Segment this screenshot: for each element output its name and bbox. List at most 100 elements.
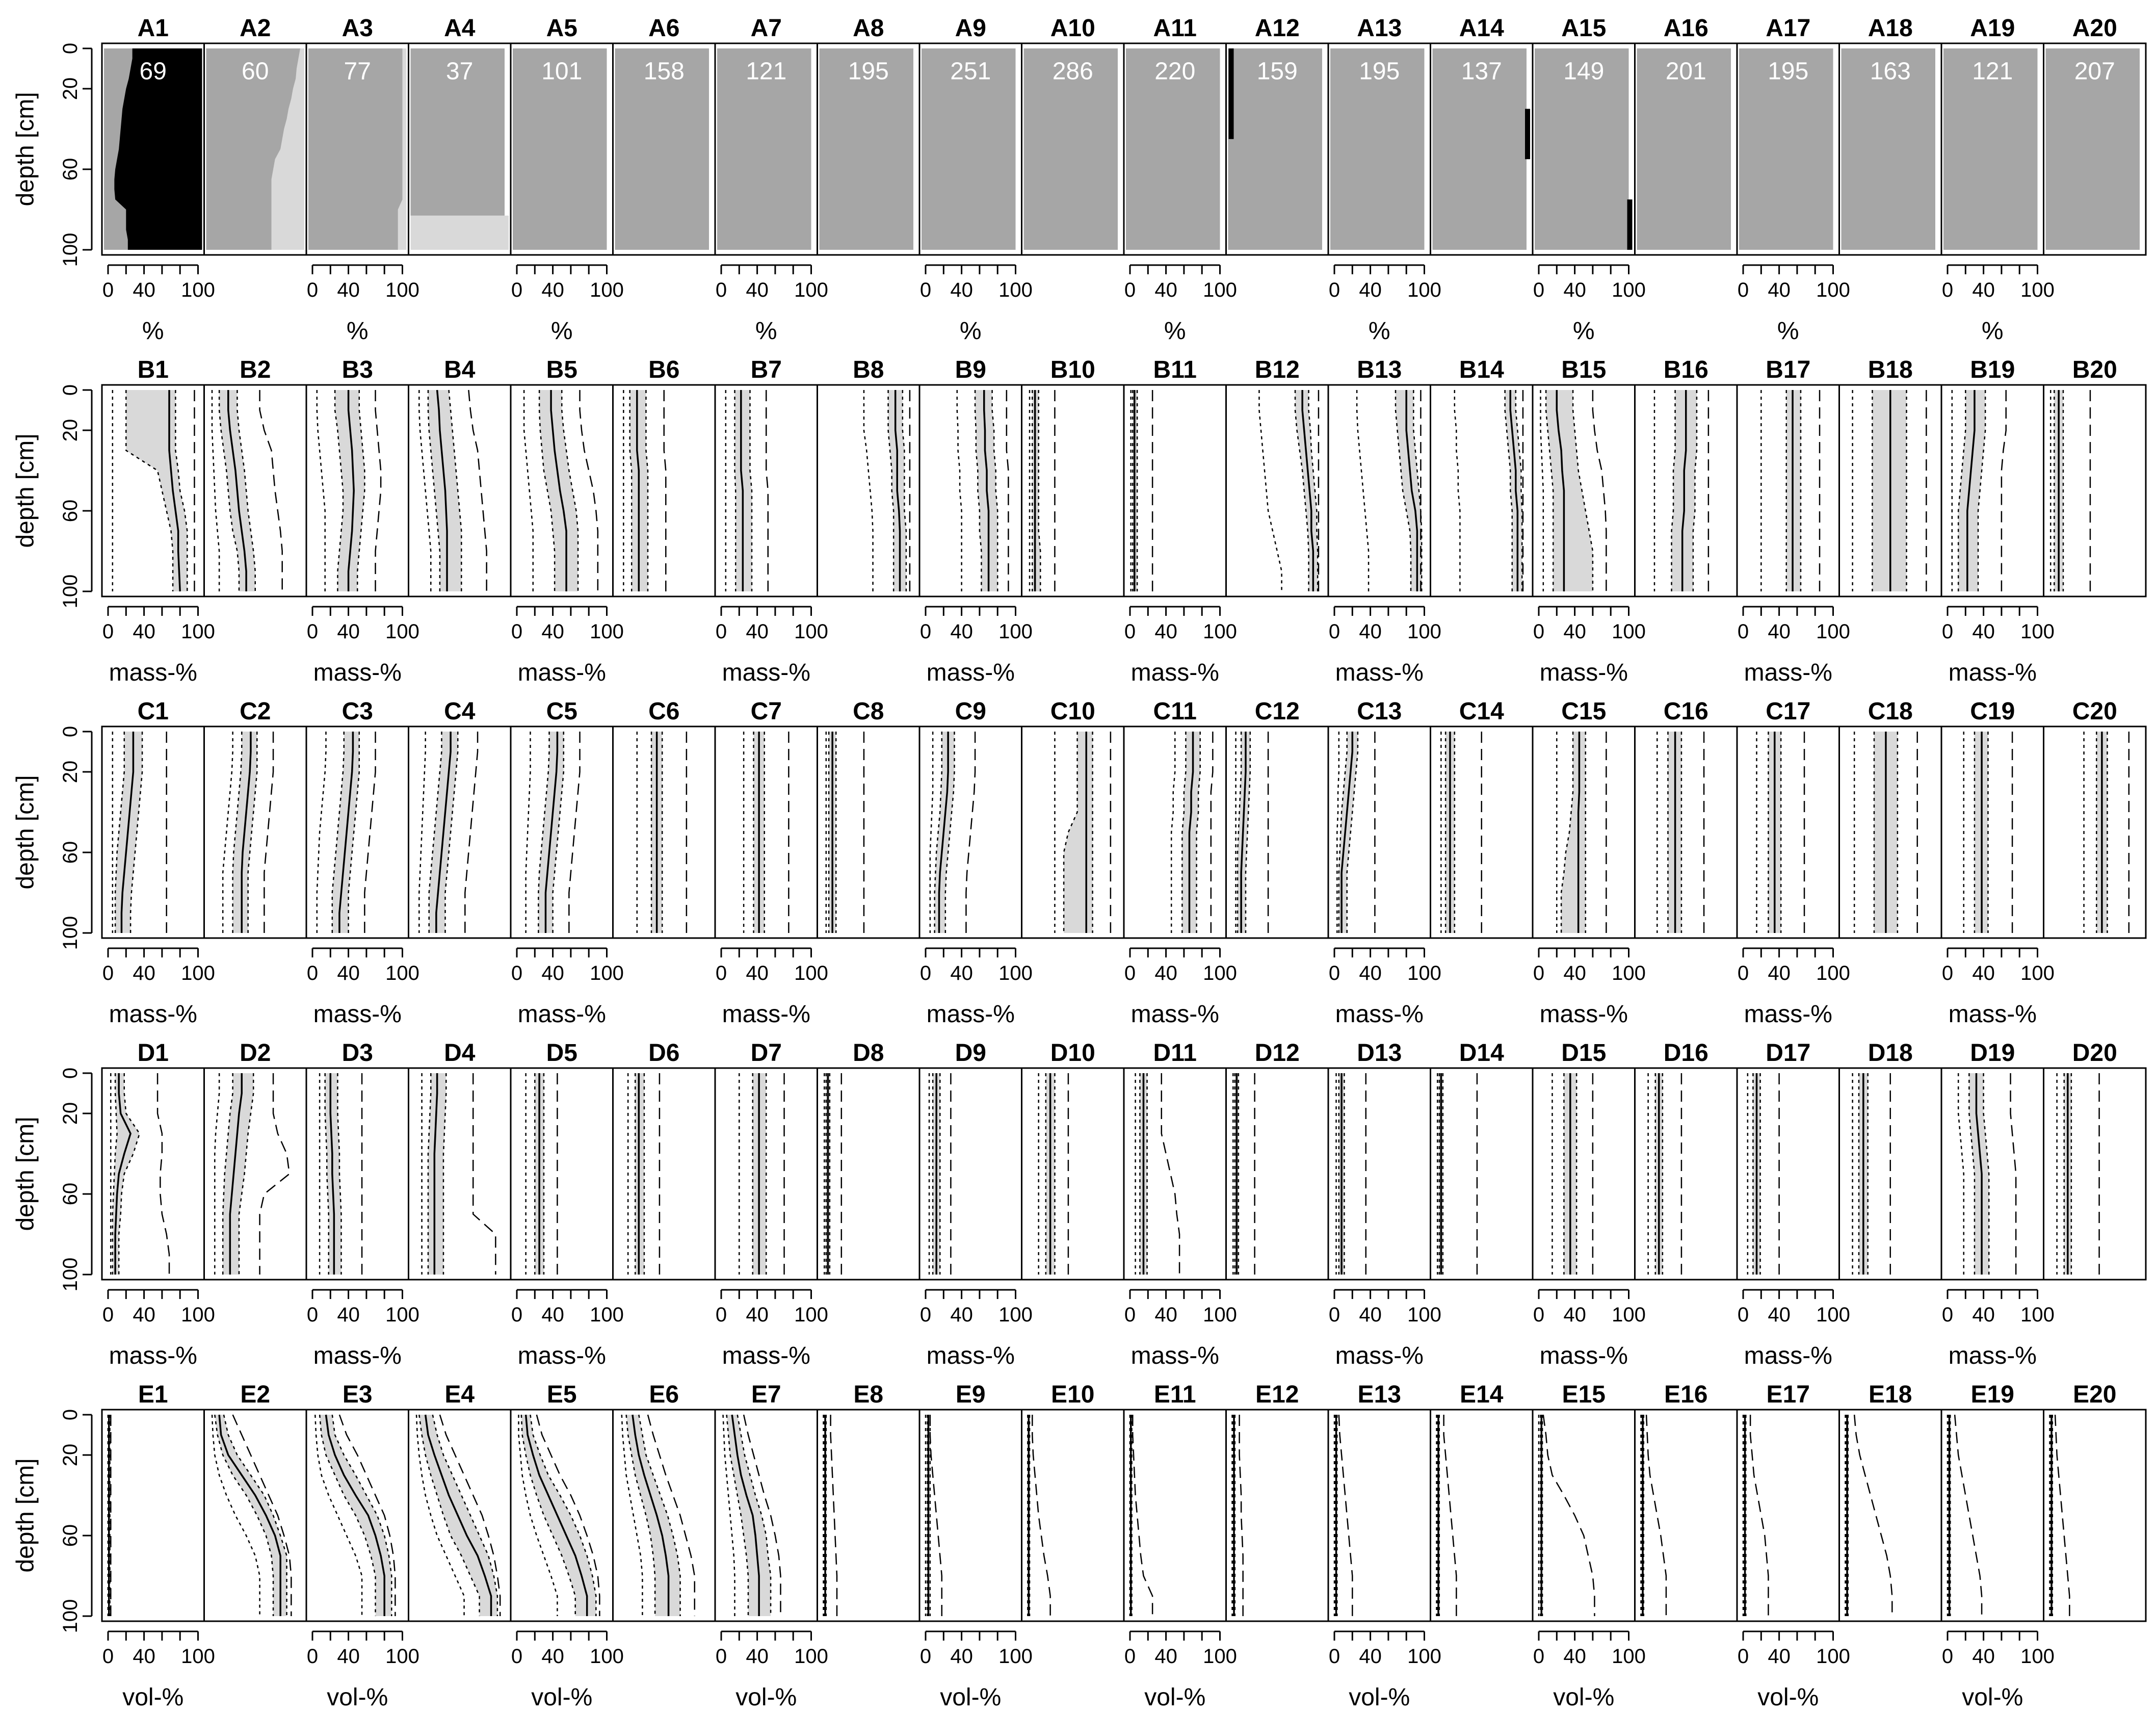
panel-C10: C10 (1021, 698, 1125, 939)
panel-title: B19 (1970, 356, 2015, 383)
depth-tick-label: 0 (59, 384, 82, 396)
panel-frame (918, 1409, 1022, 1622)
iqr-band (112, 1073, 140, 1275)
q75-line (645, 390, 649, 591)
count-label: 121 (1972, 58, 2013, 85)
panel-title: E6 (649, 1381, 679, 1408)
q25-line (726, 1414, 749, 1616)
x-tick-label: 40 (746, 620, 769, 643)
q25-line (538, 390, 556, 591)
min-line (211, 1414, 260, 1616)
x-axis: 0 40 100 mass-% (1942, 947, 2055, 1028)
x-axis: 0 40 100 mass-% (716, 947, 828, 1028)
count-label: 69 (140, 58, 167, 85)
panel-title: E4 (444, 1381, 475, 1408)
x-axis: 0 40 100% (1124, 264, 1237, 345)
depth-tick-label: 20 (59, 1102, 82, 1125)
panel-title: E7 (751, 1381, 781, 1408)
x-tick-label: 0 (1533, 1304, 1544, 1326)
panel-frame (1123, 1067, 1227, 1281)
panel-E13: E13 (1327, 1381, 1431, 1622)
panel-B1: B1 (101, 356, 205, 598)
panel-title: C2 (240, 698, 271, 725)
x-tick-label: 40 (133, 962, 155, 984)
panel-title: A9 (955, 15, 986, 42)
x-tick-label: 40 (1563, 1645, 1586, 1668)
x-tick-label: 40 (541, 279, 564, 301)
q75-line (737, 1414, 772, 1616)
x-axis: 0 40 100 mass-% (511, 947, 624, 1028)
panel-title: D19 (1970, 1040, 2015, 1067)
q25-line (520, 1414, 576, 1616)
x-axis: 0 40 100 mass-% (511, 1289, 624, 1369)
panel-title: B5 (546, 356, 577, 383)
x-tick-label: 100 (794, 1304, 828, 1326)
x-unit-label: % (1369, 318, 1390, 345)
q25-line (232, 732, 243, 933)
q25-line (112, 1073, 118, 1275)
row-C: 0 20 60 100 depth [cm] C1 C2 C3 C4 C5 C6 C7 C8 C9 C10 C… (12, 698, 2147, 1028)
mid-gray-fill (1330, 48, 1425, 250)
mid-gray-fill (819, 48, 913, 250)
x-unit-label: vol-% (1962, 1684, 2023, 1711)
panel-B14: B14 (1430, 356, 1534, 598)
median-line (424, 1414, 492, 1616)
x-axis: 0 40 100 mass-% (102, 606, 215, 686)
panel-A10: A10 286 (1021, 15, 1125, 256)
panel-frame (1736, 1067, 1840, 1281)
max-line (232, 1414, 292, 1616)
min-line (211, 390, 220, 591)
q25-line (1957, 390, 1966, 591)
x-unit-label: mass-% (1949, 1342, 2037, 1369)
min-line (1258, 390, 1282, 591)
panel-title: D8 (853, 1040, 884, 1067)
panel-title: B9 (955, 356, 986, 383)
median-line (1509, 390, 1519, 591)
max-line (766, 390, 769, 591)
panel-title: E16 (1664, 1381, 1707, 1408)
count-label: 207 (2074, 58, 2115, 85)
panel-B2: B2 (203, 356, 307, 598)
panel-frame (1430, 1409, 1534, 1622)
x-tick-label: 100 (794, 279, 828, 301)
x-tick-label: 100 (1612, 279, 1646, 301)
min-line (1336, 732, 1340, 933)
q75-line (1515, 390, 1523, 591)
x-tick-label: 100 (1407, 1645, 1441, 1668)
q75-line (552, 732, 565, 933)
x-unit-label: mass-% (927, 1001, 1015, 1028)
x-tick-label: 100 (590, 279, 624, 301)
panel-A16: A16 201 (1634, 15, 1738, 256)
panel-title: A16 (1664, 15, 1708, 42)
panel-C1: C1 (101, 698, 205, 939)
black-fill (114, 48, 202, 250)
panel-frame (1123, 1409, 1227, 1622)
iqr-band (1969, 1073, 1989, 1275)
q75-line (337, 1073, 342, 1275)
iqr-band (428, 1073, 446, 1275)
x-axis: 0 40 100 vol-% (307, 1630, 419, 1711)
q75-line (444, 732, 459, 933)
panel-title: D9 (955, 1040, 986, 1067)
x-tick-label: 100 (794, 620, 828, 643)
panel-C8: C8 (817, 698, 921, 939)
panel-B12: B12 (1225, 356, 1329, 598)
median-line (636, 390, 640, 591)
panel-title: E20 (2073, 1381, 2116, 1408)
count-label: 137 (1461, 58, 1502, 85)
max-line (1645, 1414, 1667, 1616)
x-axis: 0 40 100 mass-% (102, 947, 215, 1028)
median-line (227, 390, 247, 591)
panel-D13: D13 (1327, 1040, 1431, 1281)
panel-E14: E14 (1430, 1381, 1534, 1622)
panel-title: A17 (1766, 15, 1810, 42)
q75-line (348, 732, 360, 933)
panel-D18: D18 (1838, 1040, 1942, 1281)
count-label: 158 (644, 58, 685, 85)
x-unit-label: vol-% (1349, 1684, 1410, 1711)
panel-title: C13 (1357, 698, 1402, 725)
panel-A12: A12 159 (1225, 15, 1329, 256)
x-unit-label: mass-% (1335, 1001, 1424, 1028)
panel-title: C18 (1868, 698, 1913, 725)
x-axis: 0 40 100 vol-% (511, 1630, 624, 1711)
